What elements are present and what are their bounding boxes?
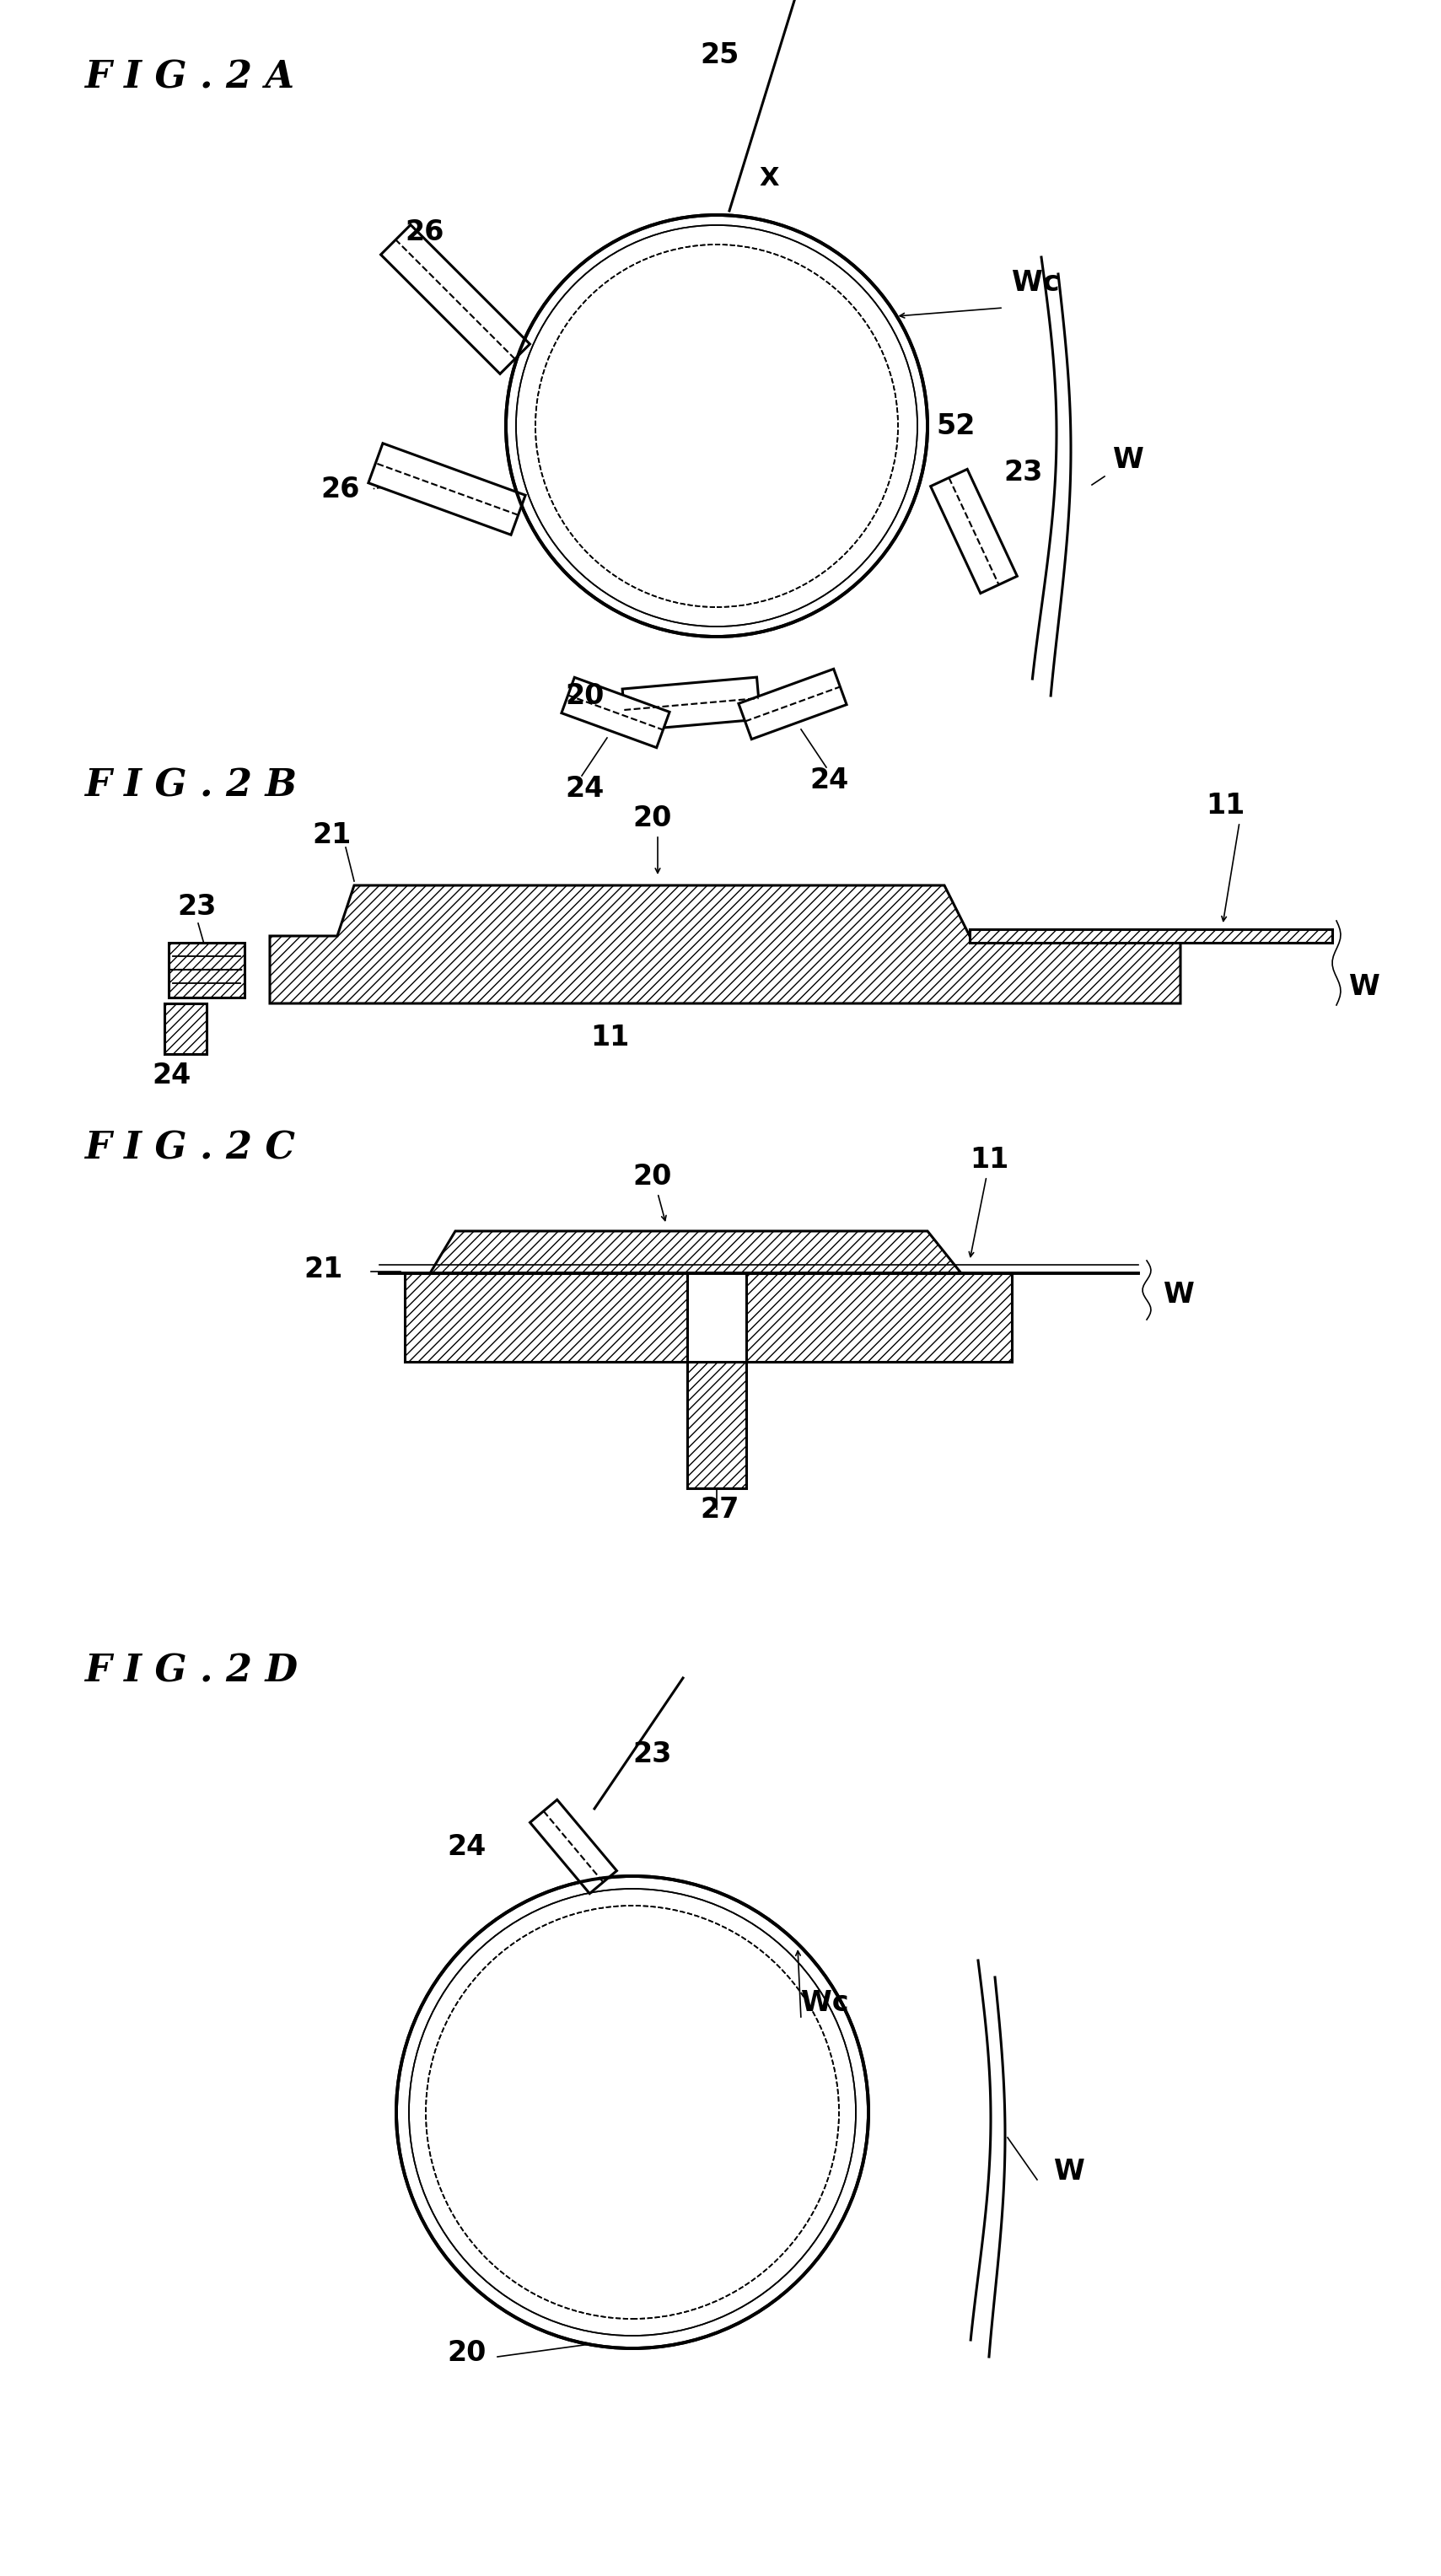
Polygon shape — [562, 677, 670, 747]
Text: F I G . 2 B: F I G . 2 B — [85, 768, 297, 804]
Text: 11: 11 — [1206, 791, 1245, 819]
Text: 24: 24 — [810, 768, 849, 793]
Polygon shape — [970, 930, 1333, 943]
Polygon shape — [687, 1363, 746, 1489]
Text: 23: 23 — [1003, 459, 1042, 487]
Text: 24: 24 — [447, 1834, 486, 1860]
Text: 27: 27 — [700, 1497, 739, 1522]
Text: 21: 21 — [304, 1255, 343, 1283]
Polygon shape — [530, 1801, 617, 1893]
Polygon shape — [405, 1273, 687, 1363]
Circle shape — [507, 216, 925, 634]
Text: 23: 23 — [177, 894, 216, 920]
Polygon shape — [623, 677, 761, 732]
Polygon shape — [380, 224, 530, 374]
Text: 26: 26 — [320, 477, 359, 502]
Text: F I G . 2 A: F I G . 2 A — [85, 59, 294, 95]
Text: X: X — [759, 165, 778, 191]
Text: 11: 11 — [591, 1023, 630, 1051]
Text: 24: 24 — [151, 1061, 190, 1090]
Polygon shape — [369, 443, 526, 536]
Text: 21: 21 — [313, 822, 352, 850]
Text: 20: 20 — [447, 2339, 486, 2367]
Text: 25: 25 — [700, 41, 739, 70]
Text: 20: 20 — [633, 804, 672, 832]
Text: 20: 20 — [633, 1162, 672, 1190]
Text: 11: 11 — [970, 1146, 1009, 1175]
Polygon shape — [746, 1273, 1012, 1363]
Text: 24: 24 — [565, 775, 604, 804]
Polygon shape — [164, 1005, 206, 1054]
Text: Wc: Wc — [1012, 268, 1059, 296]
Text: F I G . 2 C: F I G . 2 C — [85, 1131, 295, 1167]
Text: Wc: Wc — [801, 1989, 849, 2017]
Polygon shape — [429, 1231, 961, 1273]
Polygon shape — [739, 670, 847, 739]
Polygon shape — [169, 943, 245, 997]
Polygon shape — [269, 886, 1180, 1005]
Text: 23: 23 — [633, 1741, 672, 1767]
Text: W: W — [1053, 2159, 1085, 2184]
Text: W: W — [1163, 1280, 1195, 1309]
Text: 26: 26 — [405, 219, 444, 247]
Text: 52: 52 — [937, 412, 976, 440]
Text: 20: 20 — [565, 683, 604, 711]
Text: W: W — [1112, 446, 1144, 474]
Polygon shape — [931, 469, 1017, 592]
Text: F I G . 2 D: F I G . 2 D — [85, 1654, 298, 1690]
Circle shape — [398, 1878, 867, 2347]
Text: W: W — [1349, 974, 1380, 1002]
